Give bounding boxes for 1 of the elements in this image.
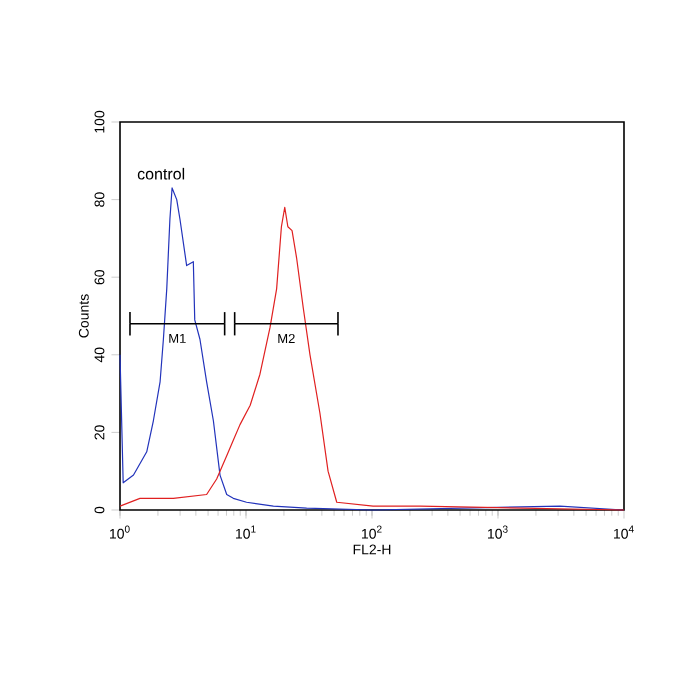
annotation: control: [137, 167, 185, 180]
